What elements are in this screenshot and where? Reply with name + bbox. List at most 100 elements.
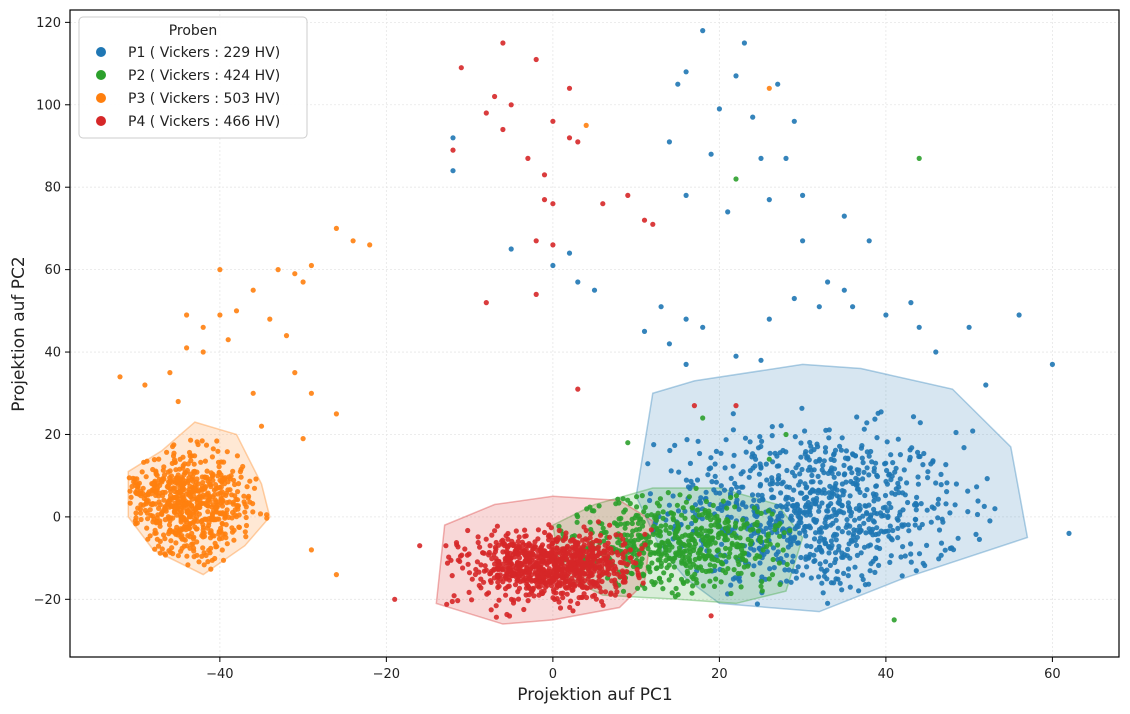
data-point xyxy=(885,513,891,519)
data-point xyxy=(920,462,926,468)
data-point xyxy=(824,567,830,573)
data-point xyxy=(952,502,958,508)
data-point xyxy=(250,509,256,515)
data-point xyxy=(901,467,907,473)
data-point xyxy=(524,565,530,571)
data-point xyxy=(714,519,720,525)
data-point xyxy=(621,573,627,579)
data-point xyxy=(862,492,868,499)
data-point xyxy=(876,562,882,569)
data-point xyxy=(513,528,519,534)
data-point xyxy=(450,168,456,174)
data-point xyxy=(476,582,482,589)
data-point xyxy=(735,558,741,564)
data-point xyxy=(852,537,858,544)
data-point xyxy=(703,528,709,534)
data-point xyxy=(735,570,741,577)
data-point xyxy=(619,568,626,574)
data-point xyxy=(769,572,776,578)
data-point xyxy=(536,566,542,572)
x-tick-label: −20 xyxy=(373,667,400,682)
data-point xyxy=(570,587,576,593)
data-point xyxy=(187,545,193,551)
data-point xyxy=(690,482,696,488)
data-point xyxy=(264,515,270,521)
data-point xyxy=(769,475,775,481)
data-point xyxy=(683,69,689,75)
data-point xyxy=(196,511,202,517)
data-point xyxy=(152,546,158,552)
data-point xyxy=(648,527,655,533)
data-point xyxy=(728,486,735,492)
data-point xyxy=(515,538,521,545)
data-point xyxy=(206,495,212,501)
data-point xyxy=(464,552,470,558)
data-point xyxy=(601,538,607,544)
data-point xyxy=(719,560,725,567)
data-point xyxy=(613,521,619,527)
data-point xyxy=(833,576,839,582)
data-point xyxy=(777,533,783,539)
data-point xyxy=(199,553,205,559)
data-point xyxy=(778,423,784,429)
data-point xyxy=(840,554,846,560)
data-point xyxy=(166,504,173,510)
data-point xyxy=(818,535,824,541)
data-point xyxy=(961,445,967,451)
data-point xyxy=(465,527,471,534)
data-point xyxy=(657,529,663,535)
data-point xyxy=(180,463,186,469)
data-point xyxy=(777,450,783,456)
data-point xyxy=(875,496,881,502)
data-point xyxy=(136,491,142,497)
data-point xyxy=(884,467,890,474)
data-point xyxy=(607,522,613,528)
data-point xyxy=(839,503,845,509)
data-point xyxy=(935,515,941,521)
data-point xyxy=(890,527,896,534)
data-point xyxy=(694,477,701,483)
data-point xyxy=(783,496,789,502)
data-point xyxy=(673,550,679,556)
data-point xyxy=(666,530,673,537)
data-point xyxy=(673,585,679,592)
data-point xyxy=(832,550,839,556)
data-point xyxy=(222,481,228,487)
data-point xyxy=(522,527,528,533)
data-point xyxy=(974,511,981,518)
data-point xyxy=(171,477,177,484)
data-point xyxy=(912,516,918,523)
data-point xyxy=(184,312,190,318)
data-point xyxy=(734,497,740,503)
data-point xyxy=(571,545,578,552)
data-point xyxy=(683,477,690,483)
data-point xyxy=(831,452,837,458)
data-point xyxy=(832,509,838,515)
data-point xyxy=(920,560,926,566)
data-point xyxy=(537,578,544,584)
data-point xyxy=(854,486,861,492)
data-point xyxy=(687,542,693,548)
data-point xyxy=(199,438,205,444)
data-point xyxy=(201,562,207,568)
data-point xyxy=(593,596,599,602)
data-point xyxy=(826,490,832,496)
data-point xyxy=(333,572,339,578)
data-point xyxy=(597,573,603,580)
data-point xyxy=(213,517,219,523)
data-point xyxy=(138,516,144,523)
data-point xyxy=(562,584,568,590)
data-point xyxy=(191,461,197,467)
legend-label: P1 ( Vickers : 229 HV) xyxy=(128,45,280,61)
data-point xyxy=(204,468,210,474)
data-point xyxy=(150,481,156,487)
data-point xyxy=(851,527,857,533)
data-point xyxy=(525,570,531,576)
data-point xyxy=(718,450,724,456)
data-point xyxy=(656,503,662,509)
data-point xyxy=(874,525,880,531)
data-point xyxy=(161,497,167,503)
data-point xyxy=(449,573,455,579)
data-point xyxy=(834,487,840,493)
data-point xyxy=(759,492,765,498)
